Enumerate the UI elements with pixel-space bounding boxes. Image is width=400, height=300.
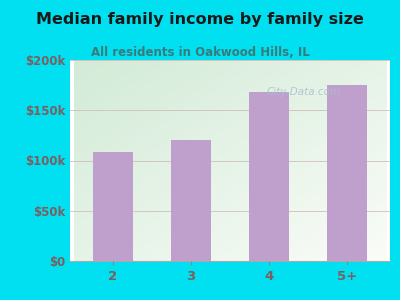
Bar xyxy=(171,140,211,261)
Text: All residents in Oakwood Hills, IL: All residents in Oakwood Hills, IL xyxy=(91,46,309,59)
Bar xyxy=(93,152,133,261)
Bar xyxy=(249,92,289,261)
Text: Median family income by family size: Median family income by family size xyxy=(36,12,364,27)
Bar xyxy=(327,85,367,261)
Text: City-Data.com: City-Data.com xyxy=(266,87,341,97)
